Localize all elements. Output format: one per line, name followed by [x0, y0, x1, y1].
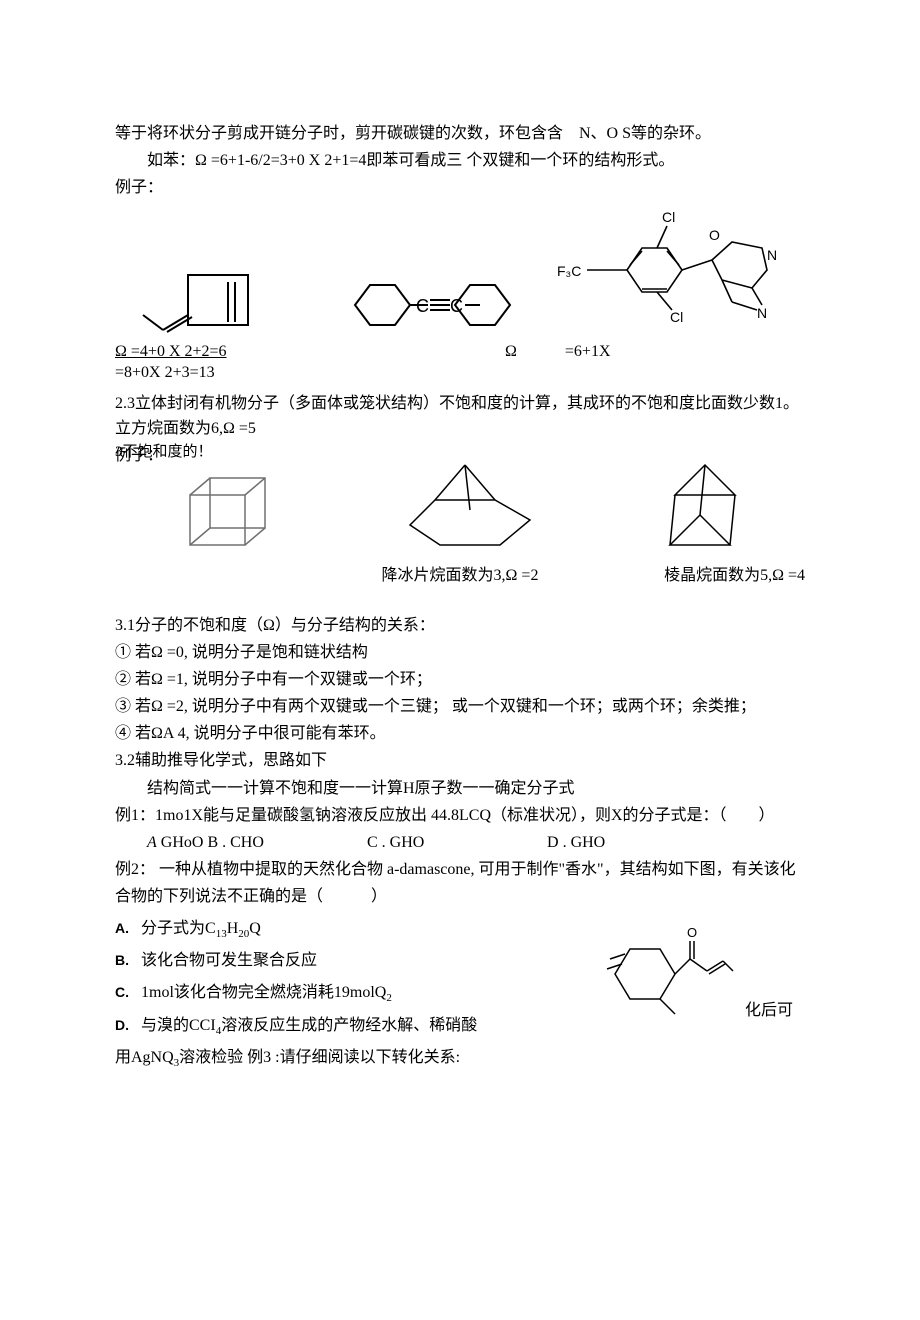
svg-text:C: C [416, 296, 429, 316]
p10-1: 用AgNQ [115, 1049, 174, 1066]
opt1-a-label: A [147, 834, 157, 851]
svg-text:O: O [709, 227, 720, 243]
opt2-b-label: B. [115, 949, 137, 973]
opt2-d-mid: 溶液反应生成的产物经水解、稀硝酸 [221, 1017, 477, 1034]
para-6: 3.2辅助推导化学式，思路如下 [115, 747, 805, 774]
figure-row-2 [115, 450, 805, 560]
opt1-a: GHoO B . CHO [161, 834, 264, 851]
list-4: ④ 若ΩA 4, 说明分子中很可能有苯环。 [115, 720, 805, 747]
para-5: 3.1分子的不饱和度（Ω）与分子结构的关系： [115, 612, 805, 639]
opt2-a-mid: H [227, 920, 239, 937]
opt2-a-1: 分子式为C [141, 920, 216, 937]
svg-text:F₃C: F₃C [557, 263, 581, 279]
fig-cubane [160, 460, 290, 560]
figure-row-2-captions: 降冰片烷面数为3,Ω =2 棱晶烷面数为5,Ω =4 [115, 562, 805, 589]
opt1-d-label: D [547, 834, 559, 851]
damascone-icon: O [595, 919, 735, 1029]
cubane-icon [160, 460, 290, 560]
p10-rest: 溶液检验 例3 :请仔细阅读以下转化关系: [179, 1049, 460, 1066]
q-right: Ω =6+1X [465, 338, 805, 386]
opt2-a-end: Q [249, 920, 261, 937]
opt2-c-label: C. [115, 981, 137, 1005]
svg-text:Cl: Cl [662, 210, 675, 225]
para-3: 例子： [115, 174, 805, 201]
figure-row-1: C C Cl F₃C [115, 210, 805, 350]
hetero-complex-icon: Cl F₃C Cl O N N [557, 210, 787, 350]
vinyl-cyclopropane-icon [133, 260, 283, 350]
list-2: ② 若Ω =1, 说明分子中有一个双键或一个环； [115, 666, 805, 693]
opt2-d-pre: 与溴的CCI [141, 1017, 216, 1034]
list-1: ① 若Ω =0, 说明分子是饱和链状结构 [115, 639, 805, 666]
para-4: 2.3立体封闭有机物分子（多面体或笼状结构）不饱和度的计算，其成环的不饱和度比面… [115, 390, 805, 417]
page-body: 等于将环状分子剪成开链分子时，剪开碳碳键的次数，环包含含 N、O S等的杂环。 … [0, 0, 920, 1133]
list-3: ③ 若Ω =2, 说明分子中有两个双键或一个三键； 或一个双键和一个环；或两个环… [115, 693, 805, 720]
cap-norbornane: 降冰片烷面数为3,Ω =2 [345, 562, 575, 589]
para-9: 例2： 一种从植物中提取的天然化合物 a-damascone, 可用于制作"香水… [115, 856, 805, 910]
opt2-c-sub: 2 [386, 992, 392, 1004]
svg-text:Cl: Cl [670, 309, 683, 325]
svg-text:O: O [687, 925, 697, 940]
prismane-icon [640, 450, 760, 560]
example2-block: A. 分子式为C13H20Q B. 该化合物可发生聚合反应 C. 1mol该化合… [115, 911, 805, 1045]
fig-prismane [640, 450, 760, 560]
svg-text:N: N [767, 247, 777, 263]
fig-hetero-complex: Cl F₃C Cl O N N [557, 210, 787, 350]
opt1-d: . GHO [563, 834, 606, 851]
norbornane-icon [380, 450, 550, 560]
para-4d: 3不饱和度的！ [115, 440, 213, 466]
diphenyl-acetylene-icon: C C [320, 260, 520, 350]
cap-prismane: 棱晶烷面数为5,Ω =4 [575, 562, 805, 589]
para-1: 等于将环状分子剪成开链分子时，剪开碳碳键的次数，环包含含 N、O S等的杂环。 [115, 120, 805, 147]
para-2: 如苯：Ω =6+1-6/2=3+0 X 2+1=4即苯可看成三 个双键和一个环的… [115, 147, 805, 174]
opt1-c: . GHO [382, 834, 425, 851]
opt2-a-sub1: 13 [216, 928, 227, 940]
para-4b: 立方烷面数为6,Ω =5 [115, 415, 805, 442]
fig-vinyl-cyclopropane [133, 260, 283, 350]
example1-options: A GHoO B . CHO C . GHO D . GHO [115, 829, 805, 856]
opt2-c: 1mol该化合物完全燃烧消耗19molQ [141, 984, 386, 1001]
opt2-b: 该化合物可发生聚合反应 [141, 952, 317, 969]
opt2-a-sub2: 20 [238, 928, 249, 940]
opt2-d-after: 化后可 [745, 911, 805, 1024]
fig-diphenyl-acetylene: C C [320, 260, 520, 350]
svg-text:N: N [757, 305, 767, 321]
para-7: 结构简式一一计算不饱和度一一计算H原子数一一确定分子式 [115, 775, 805, 802]
opt2-d-label: D. [115, 1014, 137, 1038]
fig-norbornane [380, 450, 550, 560]
opt1-c-label: C [367, 834, 378, 851]
para-10: 用AgNQ3溶液检验 例3 :请仔细阅读以下转化关系: [115, 1044, 805, 1073]
opt2-a-label: A. [115, 917, 137, 941]
q-left-2: =8+0X 2+3=13 [115, 359, 355, 386]
para-8: 例1：1mo1X能与足量碳酸氢钠溶液反应放出 44.8LCQ（标准状况），则X的… [115, 802, 805, 829]
